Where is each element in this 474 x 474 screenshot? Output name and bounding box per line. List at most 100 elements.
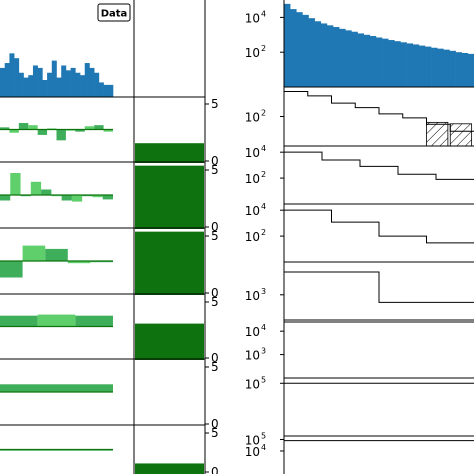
residual-bar xyxy=(67,261,91,264)
log-tick-exponent: 3 xyxy=(261,287,266,296)
step-histogram xyxy=(283,90,474,146)
data-bar xyxy=(42,80,48,97)
log-tick-label: 10 xyxy=(245,111,260,125)
residual-bar xyxy=(75,315,113,327)
log-tick-exponent: 2 xyxy=(261,109,266,118)
residual-bar xyxy=(82,195,93,197)
data-bar xyxy=(400,42,407,87)
data-bar xyxy=(302,14,309,87)
log-tick-label: 10 xyxy=(245,11,260,25)
step-histogram xyxy=(283,271,474,320)
data-bar xyxy=(32,65,38,97)
log-tick-label: 10 xyxy=(245,289,260,303)
data-bar xyxy=(28,75,34,97)
summary-bar xyxy=(135,231,204,295)
log-tick-exponent: 3 xyxy=(261,347,266,356)
residual-bar xyxy=(0,195,11,201)
data-bar xyxy=(98,82,104,97)
data-bar xyxy=(326,25,334,88)
data-bar xyxy=(9,53,15,97)
middle-tick-label: 0 xyxy=(211,286,219,300)
data-bar xyxy=(357,33,364,87)
data-bar xyxy=(308,18,315,87)
data-bar xyxy=(345,30,352,87)
middle-tick-label: 5 xyxy=(211,229,219,243)
data-bar xyxy=(290,9,297,87)
data-bar xyxy=(89,67,95,97)
log-tick-label: 10 xyxy=(245,230,260,244)
fills-layer xyxy=(0,3,474,474)
data-bar xyxy=(320,23,328,87)
data-bar xyxy=(406,43,414,87)
legend-label: Data xyxy=(101,9,128,20)
residual-bar xyxy=(28,125,38,130)
data-bar xyxy=(4,63,10,97)
summary-bar xyxy=(135,143,204,163)
residual-bar xyxy=(0,127,10,130)
data-bar xyxy=(108,84,114,97)
middle-tick-label: 0 xyxy=(211,417,219,431)
data-bar xyxy=(363,34,371,87)
log-tick-exponent: 2 xyxy=(261,170,266,179)
step-histogram xyxy=(283,321,474,378)
data-bar xyxy=(70,67,76,97)
step-histogram xyxy=(283,382,474,436)
data-bar xyxy=(443,49,450,87)
data-bar xyxy=(431,47,438,87)
data-bar xyxy=(47,72,53,97)
log-tick-exponent: 5 xyxy=(261,375,266,384)
middle-tick-label: 0 xyxy=(211,351,219,365)
data-bar xyxy=(65,70,71,97)
log-tick-exponent: 4 xyxy=(261,9,266,18)
data-bar xyxy=(284,3,291,87)
hatched-bar xyxy=(449,123,473,147)
log-tick-label: 10 xyxy=(245,204,260,218)
data-bar xyxy=(84,63,90,97)
data-bar xyxy=(455,52,463,87)
residual-bar xyxy=(65,129,76,131)
residual-bar xyxy=(37,129,48,135)
log-tick-label: 10 xyxy=(245,349,260,363)
data-bar xyxy=(0,67,6,97)
middle-tick-label: 0 xyxy=(211,220,219,234)
residual-bar xyxy=(94,125,104,130)
data-bar xyxy=(56,77,62,97)
summary-bar xyxy=(135,165,204,229)
residual-bar xyxy=(9,129,19,133)
data-bar xyxy=(437,48,444,87)
legend-box xyxy=(97,3,131,22)
middle-tick-label: 5 xyxy=(211,426,219,440)
data-bar xyxy=(80,75,86,97)
data-bar xyxy=(51,60,57,97)
middle-tick-label: 5 xyxy=(211,360,219,374)
data-bar xyxy=(382,38,389,87)
log-tick-label: 10 xyxy=(245,46,260,60)
data-bar xyxy=(94,72,100,97)
residual-bar xyxy=(75,129,85,132)
log-tick-exponent: 4 xyxy=(261,144,266,153)
data-bar xyxy=(388,40,395,87)
summary-bar xyxy=(135,323,204,360)
residual-bar xyxy=(92,195,103,198)
data-bar xyxy=(75,72,81,97)
residual-bar xyxy=(41,189,52,195)
middle-tick-label: 5 xyxy=(211,97,219,111)
middle-tick-label: 0 xyxy=(211,465,219,474)
residual-bar xyxy=(0,261,23,278)
data-bar xyxy=(369,36,377,87)
step-histogram xyxy=(283,209,474,262)
middle-tick-label: 0 xyxy=(211,154,219,168)
middle-tick-label: 5 xyxy=(211,295,219,309)
log-tick-label: 10 xyxy=(245,377,260,391)
legend: Data xyxy=(97,3,131,22)
data-bar xyxy=(14,58,20,97)
log-tick-exponent: 2 xyxy=(261,44,266,53)
residual-bar xyxy=(71,195,83,202)
log-tick-exponent: 4 xyxy=(261,323,266,332)
data-bar xyxy=(394,41,401,87)
data-bar xyxy=(412,44,420,87)
residual-bar xyxy=(22,245,46,261)
residual-bar xyxy=(30,181,42,195)
